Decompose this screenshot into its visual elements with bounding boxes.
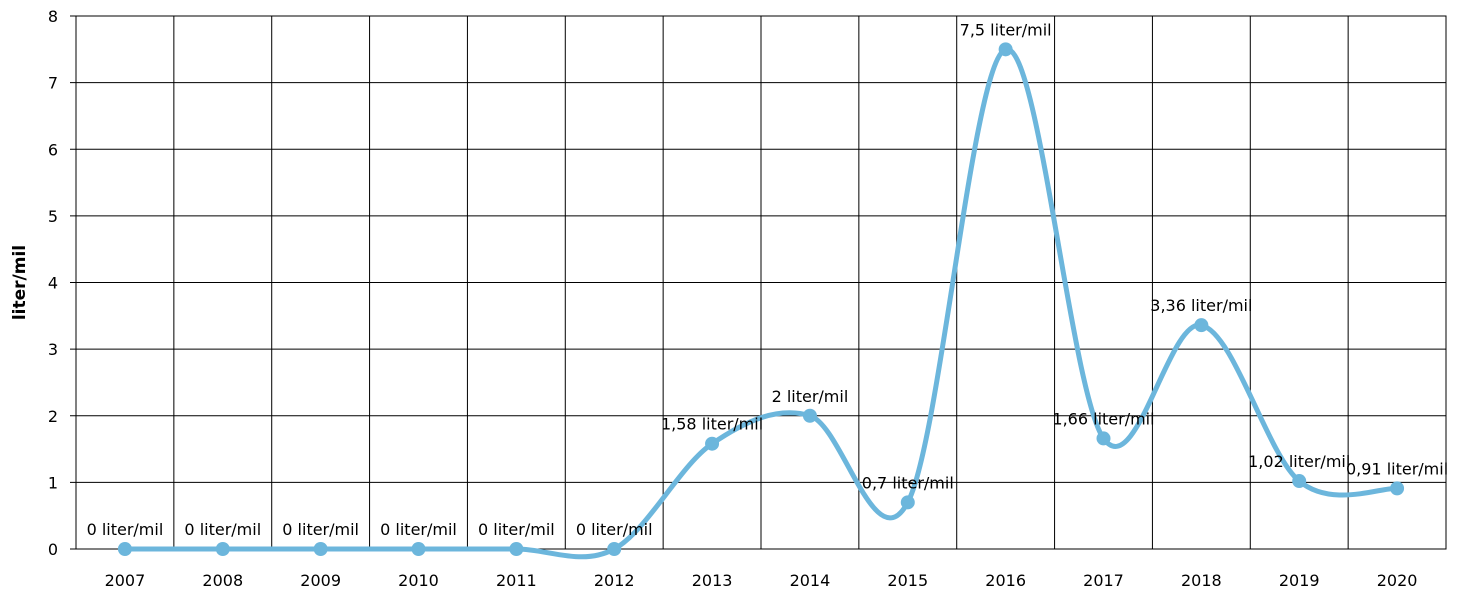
- x-tick-label: 2013: [692, 571, 733, 590]
- data-point: [313, 542, 328, 556]
- data-label: 0,7 liter/mil: [862, 473, 954, 492]
- x-tick-label: 2019: [1279, 571, 1320, 590]
- data-point: [411, 542, 426, 556]
- x-tick-label: 2016: [985, 571, 1026, 590]
- data-point: [1292, 474, 1307, 489]
- data-label: 0 liter/mil: [282, 520, 359, 539]
- y-tick-label: 6: [48, 140, 58, 159]
- x-tick-label: 2011: [496, 571, 537, 590]
- data-point: [1194, 318, 1209, 333]
- y-tick-label: 0: [48, 540, 58, 559]
- x-tick-label: 2018: [1181, 571, 1222, 590]
- data-label: 0 liter/mil: [87, 520, 164, 539]
- series-line: [122, 46, 1400, 560]
- data-label: 1,02 liter/mil: [1248, 452, 1350, 471]
- data-point: [900, 495, 915, 510]
- data-point: [215, 542, 230, 556]
- data-point: [1390, 481, 1405, 496]
- y-axis-title: liter/mil: [10, 245, 30, 320]
- x-tick-label: 2008: [202, 571, 243, 590]
- data-label: 0 liter/mil: [576, 520, 653, 539]
- x-axis-ticks: 2007 2008 2009 2010 2011 2012 2013 2014 2015 2016…: [105, 571, 1418, 590]
- x-tick-label: 2014: [790, 571, 831, 590]
- x-tick-label: 2017: [1083, 571, 1124, 590]
- data-label: 7,5 liter/mil: [960, 20, 1052, 39]
- data-label: 3,36 liter/mil: [1150, 296, 1252, 315]
- data-label: 0 liter/mil: [184, 520, 261, 539]
- data-point: [607, 542, 622, 556]
- data-point: [117, 542, 132, 556]
- data-label: 0 liter/mil: [380, 520, 457, 539]
- x-tick-label: 2007: [105, 571, 146, 590]
- y-tick-label: 2: [48, 407, 58, 426]
- data-label: 2 liter/mil: [772, 387, 849, 406]
- series: [117, 42, 1405, 560]
- data-label: 1,58 liter/mil: [661, 415, 763, 434]
- y-tick-label: 8: [48, 7, 58, 26]
- data-label: 0,91 liter/mil: [1346, 459, 1448, 478]
- data-point: [802, 408, 817, 423]
- data-point: [998, 42, 1013, 57]
- x-tick-label: 2020: [1377, 571, 1418, 590]
- y-tick-label: 7: [48, 74, 58, 93]
- y-axis-ticks: 0 1 2 3 4 5 6 7 8: [48, 7, 76, 559]
- x-tick-label: 2010: [398, 571, 439, 590]
- data-label: 1,66 liter/mil: [1052, 409, 1154, 428]
- data-labels: 0 liter/mil 0 liter/mil 0 liter/mil 0 liter…: [87, 20, 1449, 539]
- x-tick-label: 2009: [300, 571, 341, 590]
- x-tick-label: 2015: [887, 571, 928, 590]
- y-tick-label: 3: [48, 340, 58, 359]
- y-tick-label: 4: [48, 274, 58, 293]
- data-point: [1096, 431, 1111, 446]
- data-point: [705, 436, 720, 451]
- data-label: 0 liter/mil: [478, 520, 555, 539]
- y-tick-label: 5: [48, 207, 58, 226]
- data-point: [509, 542, 524, 556]
- x-tick-label: 2012: [594, 571, 635, 590]
- y-tick-label: 1: [48, 473, 58, 492]
- grid: [76, 15, 1446, 549]
